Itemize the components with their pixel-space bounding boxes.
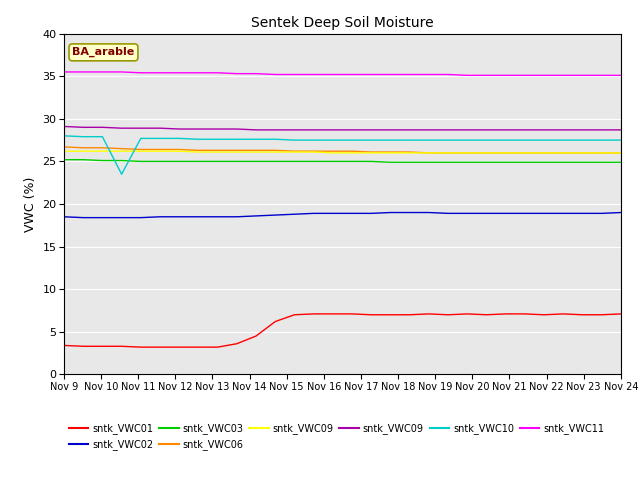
Title: Sentek Deep Soil Moisture: Sentek Deep Soil Moisture xyxy=(251,16,434,30)
Legend: sntk_VWC01, sntk_VWC02, sntk_VWC03, sntk_VWC06, sntk_VWC09, sntk_VWC09, sntk_VWC: sntk_VWC01, sntk_VWC02, sntk_VWC03, sntk… xyxy=(69,423,604,450)
Y-axis label: VWC (%): VWC (%) xyxy=(24,176,36,232)
Text: BA_arable: BA_arable xyxy=(72,47,134,58)
